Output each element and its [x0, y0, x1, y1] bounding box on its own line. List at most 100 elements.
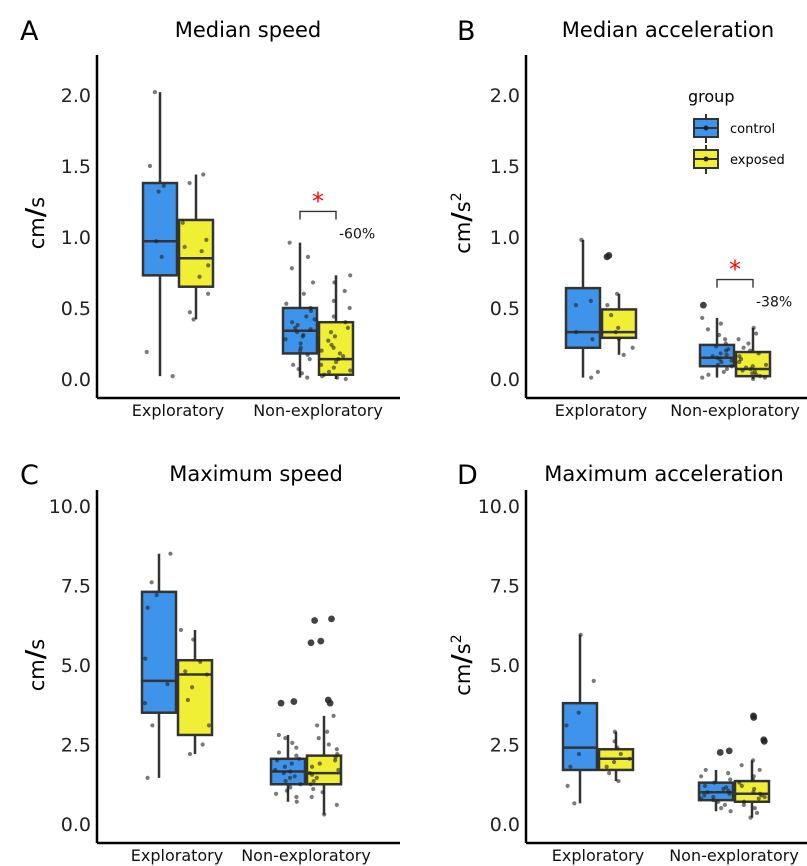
data-point	[756, 351, 761, 356]
data-point	[751, 376, 756, 382]
data-point	[715, 362, 720, 367]
data-point	[329, 342, 334, 348]
data-point	[308, 305, 313, 311]
data-point	[277, 699, 285, 707]
data-point	[290, 320, 295, 325]
data-point	[206, 263, 211, 268]
box-iqr	[176, 658, 214, 737]
data-point	[722, 802, 727, 808]
data-point	[282, 764, 287, 769]
data-point	[187, 180, 192, 186]
data-point	[200, 742, 205, 747]
data-point	[736, 337, 741, 342]
unit-text: cm/s2	[447, 634, 477, 695]
data-point	[307, 771, 313, 776]
data-point	[318, 362, 324, 367]
data-point	[591, 678, 596, 684]
unit-text: cm/s	[21, 197, 51, 249]
data-point	[311, 617, 319, 624]
box-iqr	[600, 308, 638, 340]
x-category-label: Exploratory	[132, 401, 224, 420]
data-point	[630, 345, 635, 350]
data-point	[336, 767, 341, 773]
panel-B: B Median acceleration 0.0 0.5 1.0 1.5 2.0 cm/s2…	[447, 16, 807, 420]
data-point	[724, 352, 729, 357]
data-point	[729, 364, 734, 369]
data-point	[297, 756, 302, 761]
data-point	[337, 351, 343, 356]
data-point	[309, 764, 315, 769]
data-point	[348, 273, 353, 278]
y-tick-label: 1.5	[490, 156, 520, 178]
box-control-non-exploratory	[697, 747, 735, 814]
data-point	[145, 775, 150, 780]
data-point	[716, 332, 722, 338]
y-axis-unit: cm/s	[21, 639, 51, 691]
data-point	[307, 357, 312, 362]
unit-base: cm	[25, 217, 49, 249]
data-point	[728, 809, 733, 814]
data-point	[616, 325, 621, 330]
y-tick-label: 5.0	[61, 655, 91, 677]
data-point	[298, 345, 303, 350]
data-point	[750, 364, 755, 369]
legend-key-point	[703, 125, 709, 131]
data-point	[299, 371, 305, 376]
data-point	[183, 669, 188, 674]
data-point	[609, 313, 614, 318]
data-point	[301, 291, 306, 296]
y-tick-label: 5.0	[490, 655, 520, 677]
data-point	[589, 375, 594, 380]
y-tick-label: 1.5	[61, 156, 91, 178]
y-tick-label: 0.0	[61, 369, 91, 391]
data-point	[301, 332, 306, 338]
data-point	[750, 712, 757, 720]
data-point	[714, 355, 720, 360]
unit-base: cm	[451, 664, 475, 696]
data-point	[705, 790, 710, 795]
x-category-label: Non-exploratory	[241, 846, 371, 865]
data-point	[331, 314, 336, 319]
data-point	[718, 351, 723, 356]
data-point	[305, 254, 311, 259]
data-point	[276, 732, 281, 738]
data-point	[748, 815, 753, 820]
data-point	[185, 697, 190, 703]
data-point	[618, 751, 623, 757]
significance-star: *	[312, 187, 324, 215]
data-point	[289, 266, 294, 271]
data-point	[305, 352, 310, 357]
unit-text: cm/s2	[447, 192, 477, 253]
data-point	[762, 375, 768, 380]
data-point	[758, 791, 763, 796]
box-exposed-non-exploratory	[317, 273, 355, 382]
data-point	[574, 330, 579, 335]
box-exposed-exploratory	[597, 729, 635, 784]
data-point	[295, 322, 300, 328]
data-point	[343, 376, 348, 382]
data-point	[605, 252, 613, 259]
chart-title: Median acceleration	[562, 18, 774, 42]
data-point	[576, 751, 582, 757]
data-point	[191, 637, 196, 642]
box-control-exploratory	[564, 237, 602, 380]
data-point	[750, 758, 756, 763]
data-point	[291, 362, 296, 367]
y-tick-label: 0.5	[61, 298, 91, 320]
data-point	[746, 341, 751, 346]
data-point	[332, 334, 338, 339]
box-iqr	[177, 218, 215, 288]
data-point	[345, 325, 350, 330]
data-point	[752, 786, 757, 792]
y-tick-label: 0.5	[490, 298, 520, 320]
data-point	[170, 374, 175, 379]
data-point	[726, 771, 731, 776]
unit-exponent: 2	[449, 192, 465, 201]
legend: group control exposed	[688, 87, 785, 174]
data-point	[728, 777, 733, 782]
data-point	[326, 338, 331, 343]
y-tick-label: 10.0	[49, 496, 91, 518]
y-tick-label: 7.5	[490, 576, 520, 598]
data-point	[699, 301, 707, 309]
data-point	[180, 220, 185, 225]
